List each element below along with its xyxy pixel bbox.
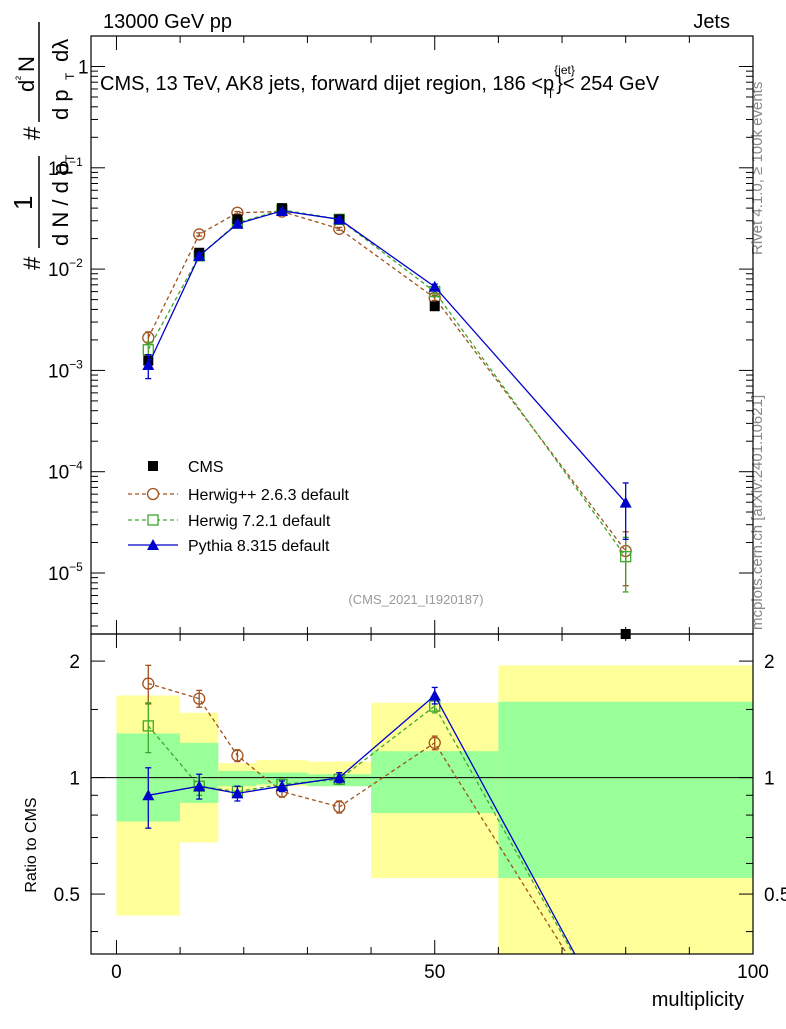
main-ylabel: # 1 d N / d p T # d ² N d p T dλ: [8, 22, 77, 270]
main-cms-point: [429, 301, 440, 312]
main-ytick-base: 10: [48, 564, 69, 585]
ratio-herwigpp-point: [428, 736, 441, 749]
title-subscript: T: [547, 87, 555, 101]
legend-marker-pythia: [147, 539, 159, 550]
main-herwig7-line: [147, 209, 627, 558]
ylabel-hash-2: #: [19, 126, 46, 140]
main-ytick-base: 10: [48, 361, 69, 382]
ratio-ytick-label-right: 2: [764, 652, 775, 673]
legend-marker-cms: [148, 461, 158, 471]
watermark-label: (CMS_2021_I1920187): [348, 592, 483, 607]
ratio-herwig7-point: [142, 720, 154, 732]
main-title: CMS, 13 TeV, AK8 jets, forward dijet reg…: [100, 63, 660, 101]
ylabel-two: ²: [13, 76, 27, 80]
legend-marker-herwigpp: [146, 487, 160, 501]
main-ytick-label: 10−4: [48, 459, 83, 484]
legend-label-cms: CMS: [188, 459, 224, 476]
ratio-band-inner: [218, 770, 257, 787]
ratio-series-layer: [142, 664, 576, 955]
ratio-herwigpp-point: [142, 677, 155, 690]
ratio-band-inner: [256, 772, 308, 785]
ratio-xtick-label: 0: [111, 962, 122, 983]
main-ytick-base: 10: [48, 463, 69, 484]
main-ytick-label: 10−5: [48, 560, 83, 585]
ratio-panel: 0.5 0.5 1 1 2 2 0 50 100 Ratio to CMS multiplici…: [23, 633, 786, 1011]
main-series-layer: [142, 203, 632, 639]
ratio-xtick-label: 100: [737, 962, 769, 983]
ratio-pythia-point: [142, 789, 155, 801]
main-ytick-base: 10: [48, 159, 69, 180]
ylabel-denominator-sub: T: [63, 154, 77, 162]
main-herwig7-point: [620, 551, 632, 563]
ratio-herwigpp-point: [231, 749, 244, 762]
version-side-label: Rivet 4.1.0, ≥ 100k events: [749, 82, 766, 255]
ylabel-dp: d p: [48, 89, 73, 120]
main-ytick-label: 10−3: [48, 357, 83, 382]
main-ytick-exponent: −1: [69, 155, 83, 169]
ratio-band-inner: [371, 751, 499, 813]
ylabel-denominator: d N / d p: [48, 163, 73, 246]
main-ytick-exponent: −4: [69, 459, 83, 473]
ylabel-dp-sub: T: [63, 72, 77, 80]
main-pythia-point: [275, 204, 288, 216]
ratio-pythia-point: [333, 771, 346, 783]
ratio-ylabel: Ratio to CMS: [23, 797, 40, 892]
main-ytick-label: 1: [78, 57, 89, 78]
main-pythia-point: [193, 249, 206, 261]
ylabel-dlambda: dλ: [48, 39, 73, 62]
ratio-pythia-point: [193, 780, 206, 792]
ratio-band-inner: [498, 701, 753, 879]
main-pythia-point: [619, 496, 632, 508]
ratio-ytick-label-right: 0.5: [764, 885, 786, 906]
ratio-ytick-label: 0.5: [54, 885, 80, 906]
ratio-ticks: 0.5 0.5 1 1 2 2 0 50 100: [54, 634, 786, 983]
ratio-ytick-label: 1: [69, 769, 80, 790]
ratio-pythia-point: [231, 787, 244, 799]
ratio-xtick-label: 50: [424, 962, 445, 983]
ratio-ytick-label: 2: [69, 652, 80, 673]
ylabel-n: N: [14, 56, 39, 72]
category-label: Jets: [693, 11, 730, 33]
legend: CMS Herwig++ 2.6.3 default Herwig 7.2.1 …: [128, 459, 350, 555]
main-pythia-point: [142, 359, 155, 371]
main-ytick-label: 10−2: [48, 256, 83, 281]
ratio-herwigpp-point: [333, 800, 346, 814]
title-superscript: {jet}: [554, 63, 575, 77]
main-pythia-point: [231, 217, 244, 229]
main-ytick-label: 10−1: [48, 155, 83, 180]
ratio-pythia-point: [428, 689, 441, 701]
legend-marker-herwig7: [147, 514, 159, 526]
ratio-herwigpp-point: [193, 692, 206, 705]
main-ytick-base: 10: [48, 260, 69, 281]
main-ytick-base: 1: [78, 57, 89, 78]
legend-label-herwig7: Herwig 7.2.1 default: [188, 513, 331, 530]
main-ytick-exponent: −5: [69, 560, 83, 574]
main-pythia-point: [428, 280, 441, 292]
main-ytick-exponent: −3: [69, 357, 83, 371]
ratio-pythia-point: [275, 780, 288, 792]
ratio-ytick-label-right: 1: [764, 769, 775, 790]
ratio-plot-frame: [90, 633, 754, 955]
ratio-xlabel: multiplicity: [652, 989, 744, 1011]
title-text: CMS, 13 TeV, AK8 jets, forward dijet reg…: [100, 73, 554, 95]
legend-label-pythia: Pythia 8.315 default: [188, 538, 330, 555]
energy-label: 13000 GeV pp: [103, 11, 232, 33]
main-ytick-exponent: −2: [69, 256, 83, 270]
title-end: }< 254 GeV: [556, 73, 660, 95]
ylabel-hash: #: [19, 256, 46, 270]
ylabel-d: d: [14, 80, 39, 92]
main-ticks: 110−110−210−310−410−5: [48, 35, 754, 634]
ylabel-one: 1: [8, 196, 38, 210]
main-herwigpp-point: [193, 228, 206, 241]
main-panel: CMS, 13 TeV, AK8 jets, forward dijet reg…: [8, 22, 754, 639]
legend-label-herwigpp: Herwig++ 2.6.3 default: [188, 487, 350, 504]
main-pythia-point: [333, 213, 346, 225]
